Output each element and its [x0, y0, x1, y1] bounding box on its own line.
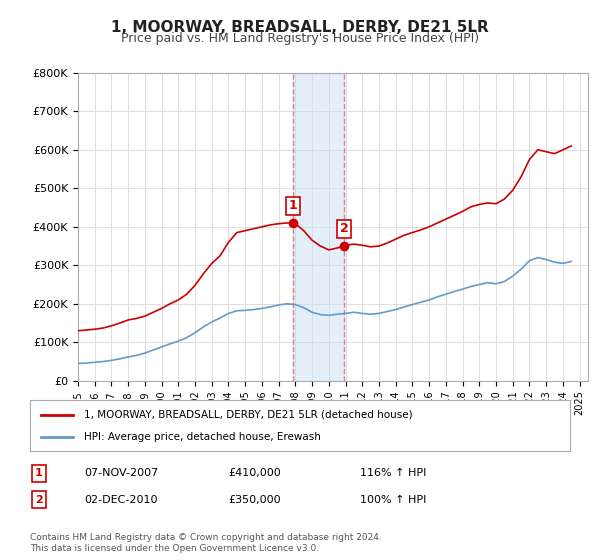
Text: This data is licensed under the Open Government Licence v3.0.: This data is licensed under the Open Gov… [30, 544, 319, 553]
Text: 07-NOV-2007: 07-NOV-2007 [84, 468, 158, 478]
Text: £410,000: £410,000 [228, 468, 281, 478]
Text: 100% ↑ HPI: 100% ↑ HPI [360, 494, 427, 505]
Text: HPI: Average price, detached house, Erewash: HPI: Average price, detached house, Erew… [84, 432, 321, 442]
Text: 1: 1 [35, 468, 43, 478]
Text: Price paid vs. HM Land Registry's House Price Index (HPI): Price paid vs. HM Land Registry's House … [121, 32, 479, 45]
Text: 2: 2 [35, 494, 43, 505]
Text: 1, MOORWAY, BREADSALL, DERBY, DE21 5LR (detached house): 1, MOORWAY, BREADSALL, DERBY, DE21 5LR (… [84, 409, 413, 419]
Text: 1: 1 [289, 199, 298, 212]
Text: 2: 2 [340, 222, 349, 235]
Text: 02-DEC-2010: 02-DEC-2010 [84, 494, 157, 505]
Text: 116% ↑ HPI: 116% ↑ HPI [360, 468, 427, 478]
Text: 1, MOORWAY, BREADSALL, DERBY, DE21 5LR: 1, MOORWAY, BREADSALL, DERBY, DE21 5LR [111, 20, 489, 35]
Text: Contains HM Land Registry data © Crown copyright and database right 2024.: Contains HM Land Registry data © Crown c… [30, 533, 382, 542]
Text: £350,000: £350,000 [228, 494, 281, 505]
Bar [293, 73, 344, 381]
